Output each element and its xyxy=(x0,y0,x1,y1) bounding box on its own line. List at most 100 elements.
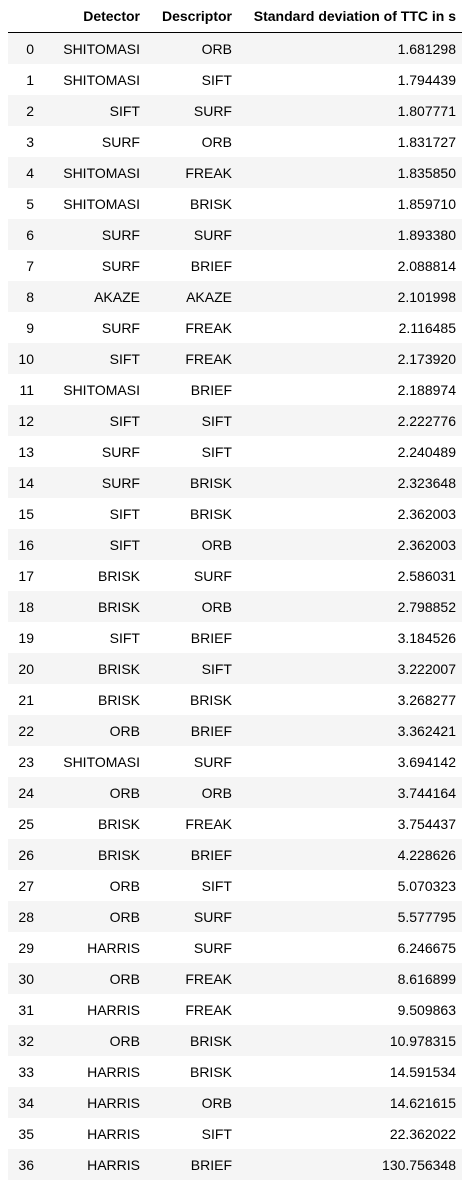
descriptor-cell: ORB xyxy=(201,133,232,150)
table-row: 19 SIFT BRIEF 3.184526 xyxy=(8,622,462,653)
descriptor-cell: BRISK xyxy=(189,1063,232,1080)
row-index: 27 xyxy=(18,877,34,894)
std-cell: 22.362022 xyxy=(389,1125,456,1142)
row-index: 15 xyxy=(18,505,34,522)
detector-cell: SURF xyxy=(101,443,140,460)
std-cell: 2.173920 xyxy=(238,343,462,374)
row-index: 21 xyxy=(18,691,34,708)
descriptor-cell: FREAK xyxy=(146,157,238,188)
descriptor-cell: BRIEF xyxy=(146,1149,238,1180)
table-row: 4 SHITOMASI FREAK 1.835850 xyxy=(8,157,462,188)
row-index: 19 xyxy=(18,629,34,646)
descriptor-cell: ORB xyxy=(146,529,238,560)
detector-cell: SIFT xyxy=(109,505,140,522)
descriptor-cell: FREAK xyxy=(146,963,238,994)
std-cell: 3.362421 xyxy=(238,715,462,746)
std-cell: 5.577795 xyxy=(238,901,462,932)
descriptor-cell: SIFT xyxy=(201,1125,232,1142)
detector-cell: SHITOMASI xyxy=(63,381,140,398)
descriptor-cell: BRIEF xyxy=(190,629,232,646)
std-cell: 14.591534 xyxy=(389,1063,456,1080)
table-row: 12 SIFT SIFT 2.222776 xyxy=(8,405,462,436)
row-index: 23 xyxy=(18,753,34,770)
descriptor-cell: SURF xyxy=(193,753,232,770)
row-index: 30 xyxy=(8,963,40,994)
std-cell: 10.978315 xyxy=(238,1025,462,1056)
detector-cell: SURF xyxy=(40,219,146,250)
detector-cell: SURF xyxy=(101,319,140,336)
descriptor-cell: FREAK xyxy=(185,815,232,832)
table-row: 32 ORB BRISK 10.978315 xyxy=(8,1025,462,1056)
dataframe-output: Detector Descriptor Standard deviation o… xyxy=(8,0,462,1180)
detector-cell: ORB xyxy=(40,715,146,746)
std-cell: 4.228626 xyxy=(238,839,462,870)
detector-cell: HARRIS xyxy=(40,1087,146,1118)
detector-cell: BRISK xyxy=(40,839,146,870)
table-row: 15 SIFT BRISK 2.362003 xyxy=(8,498,462,529)
dataframe-table: Detector Descriptor Standard deviation o… xyxy=(8,0,462,1180)
table-row: 13 SURF SIFT 2.240489 xyxy=(8,436,462,467)
descriptor-cell: SURF xyxy=(146,95,238,126)
row-index: 35 xyxy=(18,1125,34,1142)
table-row: 28 ORB SURF 5.577795 xyxy=(8,901,462,932)
table-row: 27 ORB SIFT 5.070323 xyxy=(8,870,462,901)
table-row: 26 BRISK BRIEF 4.228626 xyxy=(8,839,462,870)
table-row: 20 BRISK SIFT 3.222007 xyxy=(8,653,462,684)
descriptor-cell: SIFT xyxy=(146,405,238,436)
table-row: 2 SIFT SURF 1.807771 xyxy=(8,95,462,126)
table-row: 36 HARRIS BRIEF 130.756348 xyxy=(8,1149,462,1180)
descriptor-cell: SURF xyxy=(193,939,232,956)
table-row: 31 HARRIS FREAK 9.509863 xyxy=(8,994,462,1025)
detector-cell: BRISK xyxy=(97,815,140,832)
detector-cell: SIFT xyxy=(109,629,140,646)
descriptor-cell: FREAK xyxy=(146,343,238,374)
descriptor-cell: SURF xyxy=(146,219,238,250)
row-index: 1 xyxy=(26,71,34,88)
descriptor-cell: BRIEF xyxy=(146,839,238,870)
descriptor-cell: ORB xyxy=(146,32,238,64)
table-row: 21 BRISK BRISK 3.268277 xyxy=(8,684,462,715)
table-row: 5 SHITOMASI BRISK 1.859710 xyxy=(8,188,462,219)
std-cell: 3.184526 xyxy=(397,629,456,646)
descriptor-cell: BRISK xyxy=(189,505,232,522)
row-index: 36 xyxy=(8,1149,40,1180)
descriptor-cell: AKAZE xyxy=(146,281,238,312)
row-index: 4 xyxy=(8,157,40,188)
row-index: 11 xyxy=(19,381,34,398)
std-cell: 2.088814 xyxy=(397,257,456,274)
detector-cell: SHITOMASI xyxy=(63,753,140,770)
row-index: 32 xyxy=(8,1025,40,1056)
row-index: 12 xyxy=(8,405,40,436)
table-row: 34 HARRIS ORB 14.621615 xyxy=(8,1087,462,1118)
row-index: 29 xyxy=(18,939,34,956)
table-row: 33 HARRIS BRISK 14.591534 xyxy=(8,1056,462,1087)
table-row: 8 AKAZE AKAZE 2.101998 xyxy=(8,281,462,312)
std-cell: 5.070323 xyxy=(397,877,456,894)
detector-cell: HARRIS xyxy=(40,1149,146,1180)
std-cell: 1.831727 xyxy=(397,133,456,150)
row-index: 5 xyxy=(26,195,34,212)
row-index: 33 xyxy=(18,1063,34,1080)
detector-cell: SHITOMASI xyxy=(63,71,140,88)
std-cell: 2.101998 xyxy=(238,281,462,312)
row-index: 9 xyxy=(26,319,34,336)
row-index: 34 xyxy=(8,1087,40,1118)
header-row: Detector Descriptor Standard deviation o… xyxy=(8,0,462,33)
std-cell: 14.621615 xyxy=(238,1087,462,1118)
detector-cell: ORB xyxy=(40,963,146,994)
detector-cell: BRISK xyxy=(97,567,140,584)
std-column-header: Standard deviation of TTC in s xyxy=(238,0,462,33)
descriptor-cell: ORB xyxy=(146,1087,238,1118)
descriptor-cell: FREAK xyxy=(185,319,232,336)
detector-cell: ORB xyxy=(40,777,146,808)
detector-cell: BRISK xyxy=(97,691,140,708)
descriptor-cell: SIFT xyxy=(146,653,238,684)
std-cell: 2.240489 xyxy=(397,443,456,460)
std-cell: 2.362003 xyxy=(397,505,456,522)
row-index: 22 xyxy=(8,715,40,746)
detector-cell: SHITOMASI xyxy=(63,195,140,212)
row-index: 25 xyxy=(18,815,34,832)
row-index: 14 xyxy=(8,467,40,498)
table-row: 11 SHITOMASI BRIEF 2.188974 xyxy=(8,374,462,405)
std-cell: 2.323648 xyxy=(238,467,462,498)
